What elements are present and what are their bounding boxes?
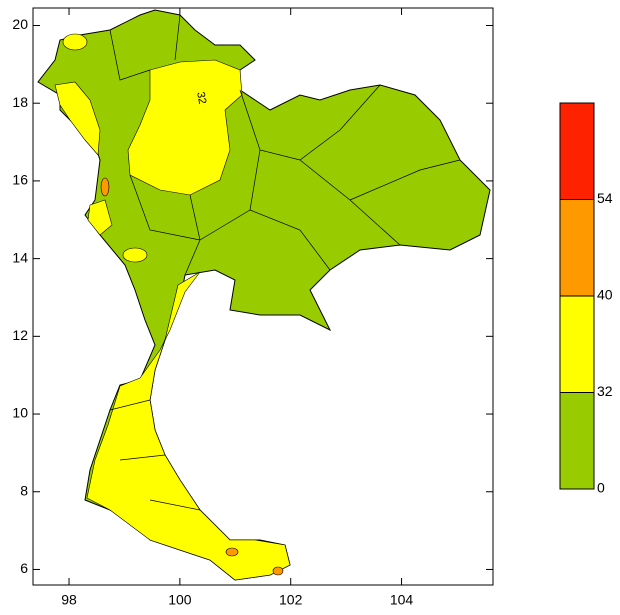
land-yellow-west2 xyxy=(87,199,113,236)
land: 32 xyxy=(37,9,491,581)
y-tick-label: 10 xyxy=(12,405,28,421)
land-yellow-west xyxy=(54,81,101,156)
land-yellow-blob xyxy=(62,33,88,51)
axes: 98 100 102 104 6 8 10 12 14 16 18 20 xyxy=(12,8,493,608)
y-tick-label: 8 xyxy=(20,482,28,498)
colorbar-label: 0 xyxy=(597,480,605,496)
x-tick-label: 102 xyxy=(279,592,303,608)
y-tick-label: 20 xyxy=(12,16,28,32)
land-orange-blob xyxy=(225,547,239,557)
x-tick-label: 98 xyxy=(61,592,77,608)
y-tick-label: 18 xyxy=(12,94,28,110)
land-yellow-blob xyxy=(122,247,148,263)
land-yellow-north xyxy=(127,59,243,196)
x-tick-label: 104 xyxy=(390,592,414,608)
colorbar-box xyxy=(559,295,595,393)
y-tick-label: 14 xyxy=(12,249,28,265)
y-tick-label: 12 xyxy=(12,327,28,343)
contour-label: 32 xyxy=(194,91,208,105)
x-tick-label: 100 xyxy=(168,592,192,608)
colorbar-box xyxy=(559,102,595,200)
province-lines xyxy=(109,14,461,511)
land-yellow-south xyxy=(86,271,291,581)
y-tick-label: 6 xyxy=(20,560,28,576)
colorbar-label: 54 xyxy=(597,190,613,206)
colorbar-box xyxy=(559,392,595,490)
colorbar: 0 32 40 54 xyxy=(559,102,613,496)
axes-frame xyxy=(32,7,494,586)
y-tick-label: 16 xyxy=(12,172,28,188)
land-orange-blob xyxy=(272,566,284,576)
colorbar-label: 32 xyxy=(597,383,613,399)
colorbar-label: 40 xyxy=(597,287,613,303)
colorbar-box xyxy=(559,199,595,297)
land-orange-blob xyxy=(100,177,110,197)
